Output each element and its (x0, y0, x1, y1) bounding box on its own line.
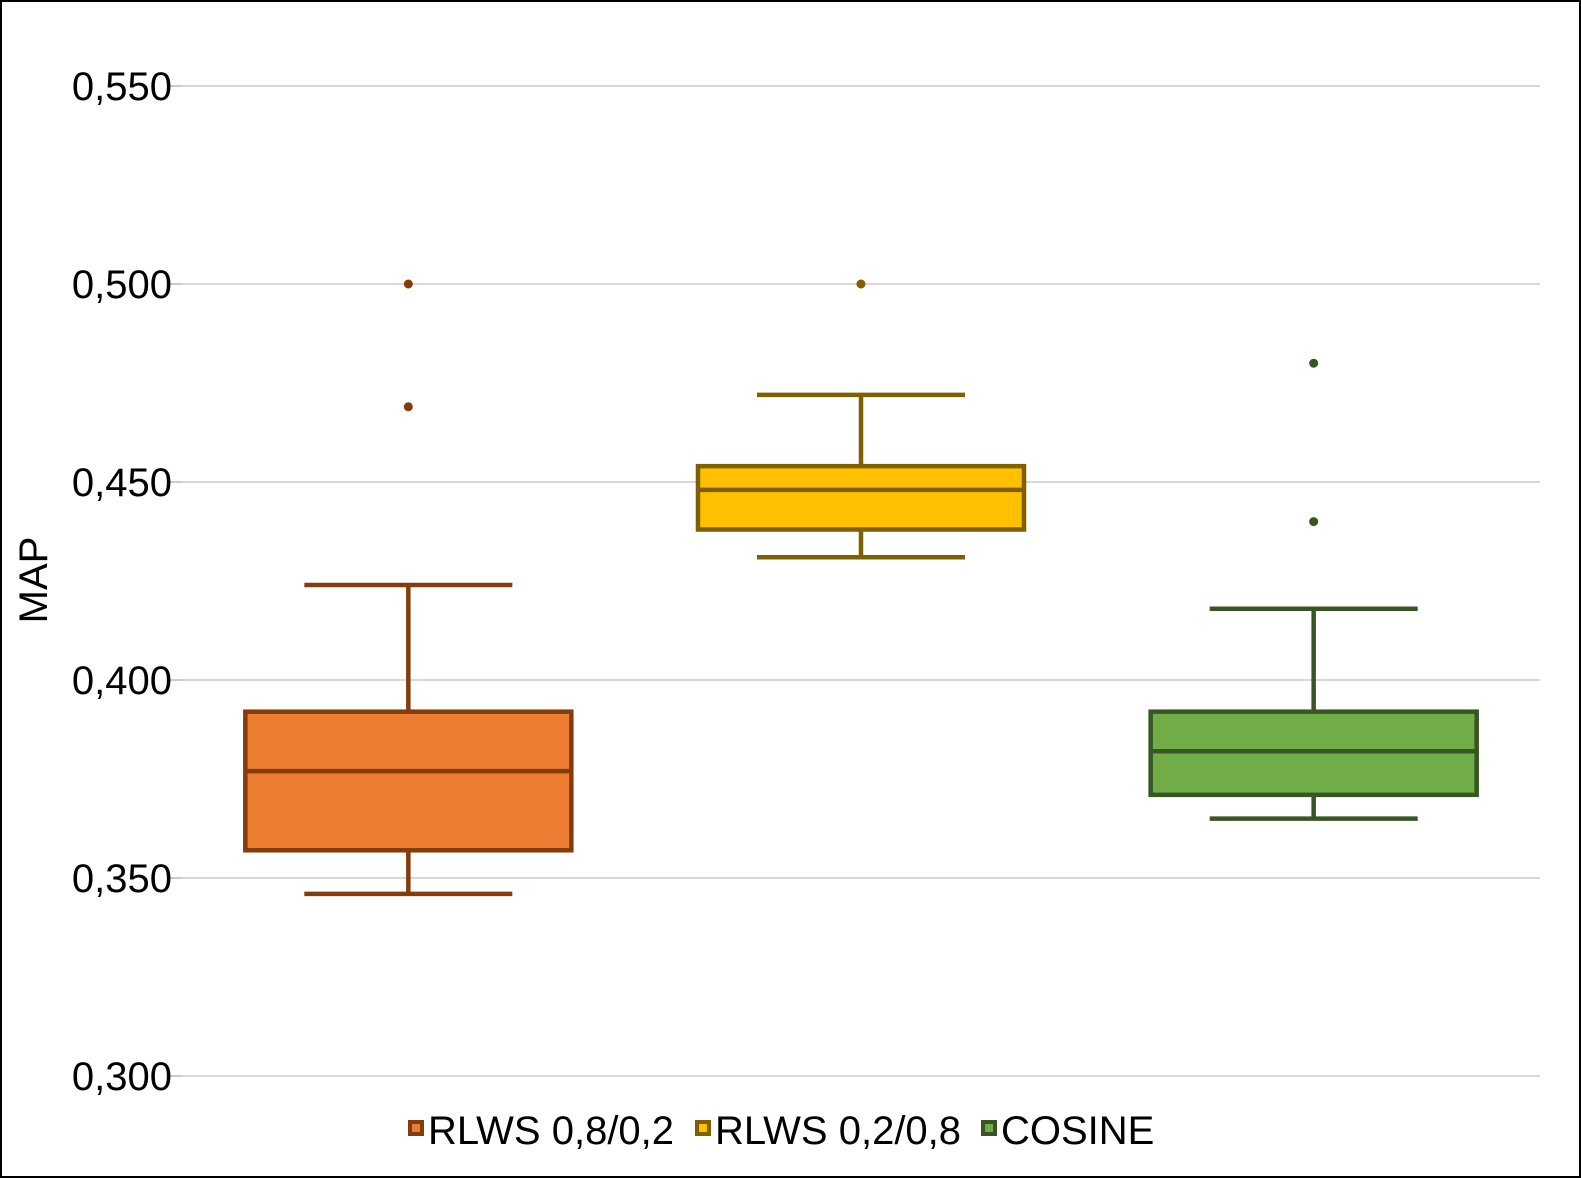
legend-label: RLWS 0,8/0,2 (428, 1109, 674, 1153)
legend-swatch (695, 1120, 711, 1136)
y-tick-label: 0,400 (72, 659, 172, 703)
outlier-point (403, 279, 413, 289)
legend-item: COSINE (981, 1109, 1154, 1153)
legend-item: RLWS 0,2/0,8 (695, 1109, 961, 1153)
outlier-point (1309, 358, 1319, 368)
gridlines (182, 85, 1540, 1077)
legend-swatch (408, 1120, 424, 1136)
y-tick-label: 0,350 (72, 857, 172, 901)
legend-swatch (981, 1120, 997, 1136)
iqr-box (695, 463, 1027, 532)
y-axis-title: MAP (12, 537, 56, 624)
outlier-point (1309, 517, 1319, 527)
plot-area (243, 279, 1479, 897)
outlier-point (403, 402, 413, 412)
y-tick-label: 0,550 (72, 65, 172, 109)
box-group (1148, 358, 1479, 821)
outlier-point (856, 279, 866, 289)
legend-label: COSINE (1001, 1109, 1154, 1153)
box-group (243, 279, 574, 897)
legend: RLWS 0,8/0,2 RLWS 0,2/0,8 COSINE (408, 1109, 1154, 1153)
y-tick-label: 0,500 (72, 263, 172, 307)
y-tick-label: 0,300 (72, 1055, 172, 1099)
box-group (695, 279, 1027, 560)
y-tick-label: 0,450 (72, 461, 172, 505)
legend-item: RLWS 0,8/0,2 (408, 1109, 674, 1153)
y-axis: 0,300 0,350 0,400 0,450 0,500 0,550 (72, 65, 182, 1099)
legend-label: RLWS 0,2/0,8 (715, 1109, 961, 1153)
iqr-box (243, 709, 574, 853)
